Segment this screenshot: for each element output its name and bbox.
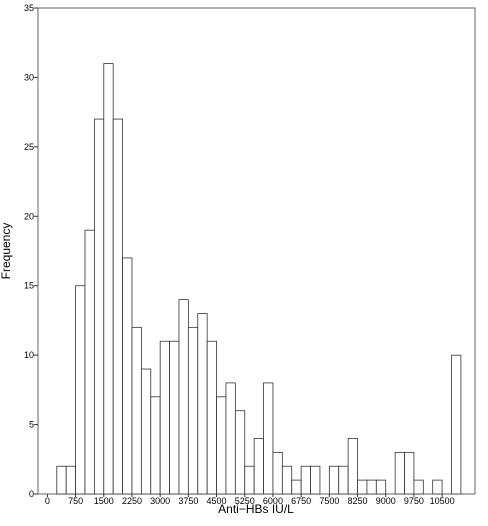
histogram-bar [253,438,264,495]
x-tick-label: 1500 [94,496,114,506]
histogram-bar [197,313,208,495]
histogram-bar [112,118,123,495]
x-tick-label: 8250 [348,496,368,506]
histogram-bar [357,479,368,495]
histogram-bar [328,465,340,495]
histogram-bar [225,382,236,495]
histogram-bar [103,63,114,495]
y-tick-label: 30 [24,72,34,82]
bars-group [56,63,462,495]
x-tick-label: 2250 [122,496,142,506]
histogram-bar [272,451,283,495]
histogram-bar [347,438,358,495]
histogram-bar [159,340,170,495]
histogram-bar [216,396,227,495]
histogram-bar [84,229,95,495]
histogram-bar [244,465,255,495]
y-tick-label: 0 [29,489,34,499]
histogram-bar [338,465,349,495]
histogram-bar [291,479,302,495]
histogram-bar [263,382,274,495]
y-axis-label: Frequency [0,223,13,280]
histogram-bar [451,354,462,495]
histogram-bar [122,257,133,495]
histogram-bar [300,465,311,495]
x-tick-label: 4500 [207,496,227,506]
histogram-bar [187,326,199,495]
y-tick-label: 20 [24,211,34,221]
histogram-bar [150,396,161,495]
x-tick-label: 6750 [291,496,311,506]
y-tick-label: 15 [24,281,34,291]
x-tick-label: 5250 [235,496,255,506]
x-tick-label: 3000 [150,496,170,506]
histogram-bar [310,465,321,495]
histogram-bar [432,479,443,495]
x-tick-label: 9000 [376,496,396,506]
x-tick-label: 3750 [178,496,198,506]
histogram-bar [131,326,142,495]
histogram-bar [366,479,377,495]
histogram-bar [178,299,189,495]
x-tick-label: 0 [45,496,50,506]
x-axis-label: Anti−HBs IU/L [218,502,294,516]
histogram-bar [56,465,67,495]
y-tick-label: 25 [24,142,34,152]
x-tick-label: 10500 [430,496,455,506]
y-axis-ticks: 0 5 10 15 20 25 30 35 [24,3,38,499]
x-tick-label: 7500 [319,496,339,506]
histogram-bar [413,479,424,495]
histogram-bar [375,479,387,495]
y-tick-label: 35 [24,3,34,13]
histogram-bar [169,340,180,495]
x-tick-label: 9750 [404,496,424,506]
histogram-bar [234,410,246,495]
x-tick-label: 750 [68,496,83,506]
histogram-bar [281,465,293,495]
histogram-bar [65,465,76,495]
histogram-bar [75,285,86,495]
y-tick-label: 10 [24,350,34,360]
x-tick-label: 6000 [263,496,283,506]
histogram-bar [394,451,405,495]
x-axis-ticks: 0 750 1500 2250 3000 3750 4500 5250 6000 6750 7500… [45,494,455,506]
histogram-bar [404,451,415,495]
histogram-bar [140,368,152,495]
histogram-bar [206,340,217,495]
histogram-bar [93,118,105,495]
y-tick-label: 5 [29,420,34,430]
